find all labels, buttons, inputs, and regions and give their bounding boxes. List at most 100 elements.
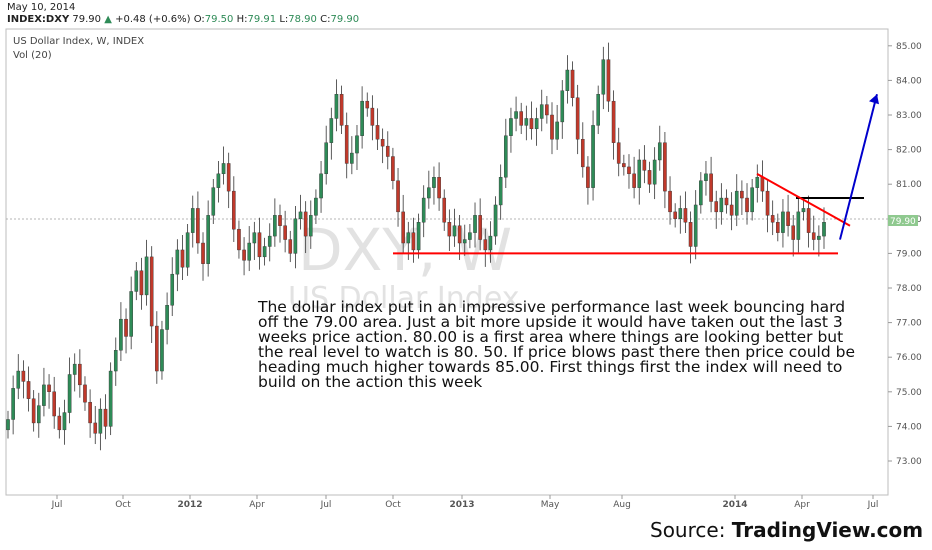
candle-body: [550, 114, 554, 140]
candle-body: [565, 69, 570, 91]
candle-body: [765, 190, 770, 216]
candle-body: [786, 211, 790, 226]
candle-body: [370, 107, 375, 126]
candle-body: [262, 246, 267, 258]
candle-body: [78, 363, 82, 386]
candle-body: [16, 370, 21, 389]
candle-body: [180, 249, 185, 268]
candle-body: [616, 142, 621, 164]
candle-body: [493, 204, 498, 237]
candle-body: [216, 173, 221, 188]
candle-body: [57, 415, 62, 431]
candle-body: [575, 97, 580, 140]
candle-body: [432, 177, 436, 188]
close-label: C:: [320, 14, 331, 25]
candle-body: [88, 401, 92, 424]
candle-body: [719, 197, 724, 213]
candle-body: [447, 222, 452, 237]
candle-body: [108, 370, 113, 427]
candle-body: [555, 121, 559, 140]
candle-body: [791, 225, 796, 240]
x-axis: Jul Oct 2012 Apr Jul Oct 2013 May Aug 2014 Apr Jul: [51, 495, 878, 510]
candle-body: [365, 100, 370, 109]
candle-body: [468, 232, 472, 240]
candle-body: [283, 225, 287, 240]
candle-body: [396, 180, 400, 213]
y-tick-label: 74.00: [896, 422, 922, 432]
candle-body: [334, 94, 339, 119]
candle-body: [375, 125, 380, 140]
y-tick-label: 77.00: [896, 319, 922, 329]
candle-body: [149, 256, 154, 327]
candle-body: [288, 239, 293, 254]
candle-body: [514, 111, 518, 119]
candle-body: [170, 273, 175, 306]
candle-body: [165, 305, 169, 330]
trendline: [756, 172, 851, 227]
x-tick-label: Jul: [320, 500, 332, 510]
candle-body: [647, 170, 652, 185]
chart-title: US Dollar Index, W, INDEX: [13, 36, 144, 47]
x-tick-label: Apr: [249, 500, 265, 510]
candle-body: [760, 177, 765, 192]
candle-body: [442, 197, 447, 223]
candle-body: [483, 239, 488, 251]
candle-body: [704, 173, 708, 181]
x-tick-label: 2012: [177, 500, 202, 510]
candle-body: [211, 187, 216, 216]
candle-body: [344, 125, 349, 164]
candle-body: [247, 242, 252, 261]
date-label: May 10, 2014: [7, 2, 76, 13]
candle-body: [627, 166, 631, 175]
candle-body: [385, 145, 390, 157]
candle-body: [729, 204, 734, 216]
candle-body: [273, 215, 277, 237]
candle-body: [62, 412, 67, 431]
quote-line: INDEX:DXY 79.90 ▲ +0.48 (+0.6%) O:79.50 …: [7, 14, 359, 25]
candle-body: [822, 222, 826, 237]
high-value: 79.91: [247, 14, 277, 25]
y-tick-label: 79.00: [896, 249, 922, 259]
candle-body: [478, 215, 482, 240]
candle-body: [663, 142, 667, 192]
candle-body: [36, 405, 41, 424]
y-tick-label: 73.00: [896, 457, 922, 467]
candle-body: [591, 125, 595, 188]
candle-body: [119, 318, 123, 351]
candle-body: [139, 270, 144, 296]
candle-body: [93, 422, 98, 434]
candle-body: [98, 408, 103, 434]
candle-body: [781, 211, 785, 233]
candle-body: [47, 384, 51, 393]
candle-body: [796, 211, 801, 240]
candle-body: [699, 180, 703, 206]
candle-body: [196, 208, 200, 244]
projection-arrow-shaft: [839, 93, 878, 240]
candle-body: [83, 384, 87, 403]
x-tick-label: 2013: [449, 500, 474, 510]
candle-body: [406, 232, 411, 244]
candle-body: [668, 190, 672, 213]
candle-body: [67, 374, 72, 413]
candle-body: [339, 94, 344, 126]
candle-body: [817, 235, 821, 240]
price-change: +0.48 (+0.6%): [115, 14, 191, 25]
candle-body: [278, 215, 282, 226]
watermark-sub: US Dollar Index: [288, 281, 520, 316]
x-tick-label: Aug: [613, 500, 631, 510]
candle-body: [427, 187, 431, 199]
x-tick-label: May: [541, 500, 560, 510]
candle-body: [734, 190, 739, 216]
candle-body: [201, 242, 205, 264]
candle-body: [252, 232, 257, 244]
low-value: 78.90: [288, 14, 317, 25]
candle-body: [776, 222, 780, 233]
candle-body: [770, 215, 775, 223]
candle-body: [539, 104, 544, 119]
candle-body: [391, 156, 395, 181]
candle-body: [144, 256, 149, 296]
candle-body: [411, 232, 416, 251]
commentary-text: The dollar index put in an impressive pe…: [258, 298, 856, 391]
candle-body: [750, 187, 754, 213]
